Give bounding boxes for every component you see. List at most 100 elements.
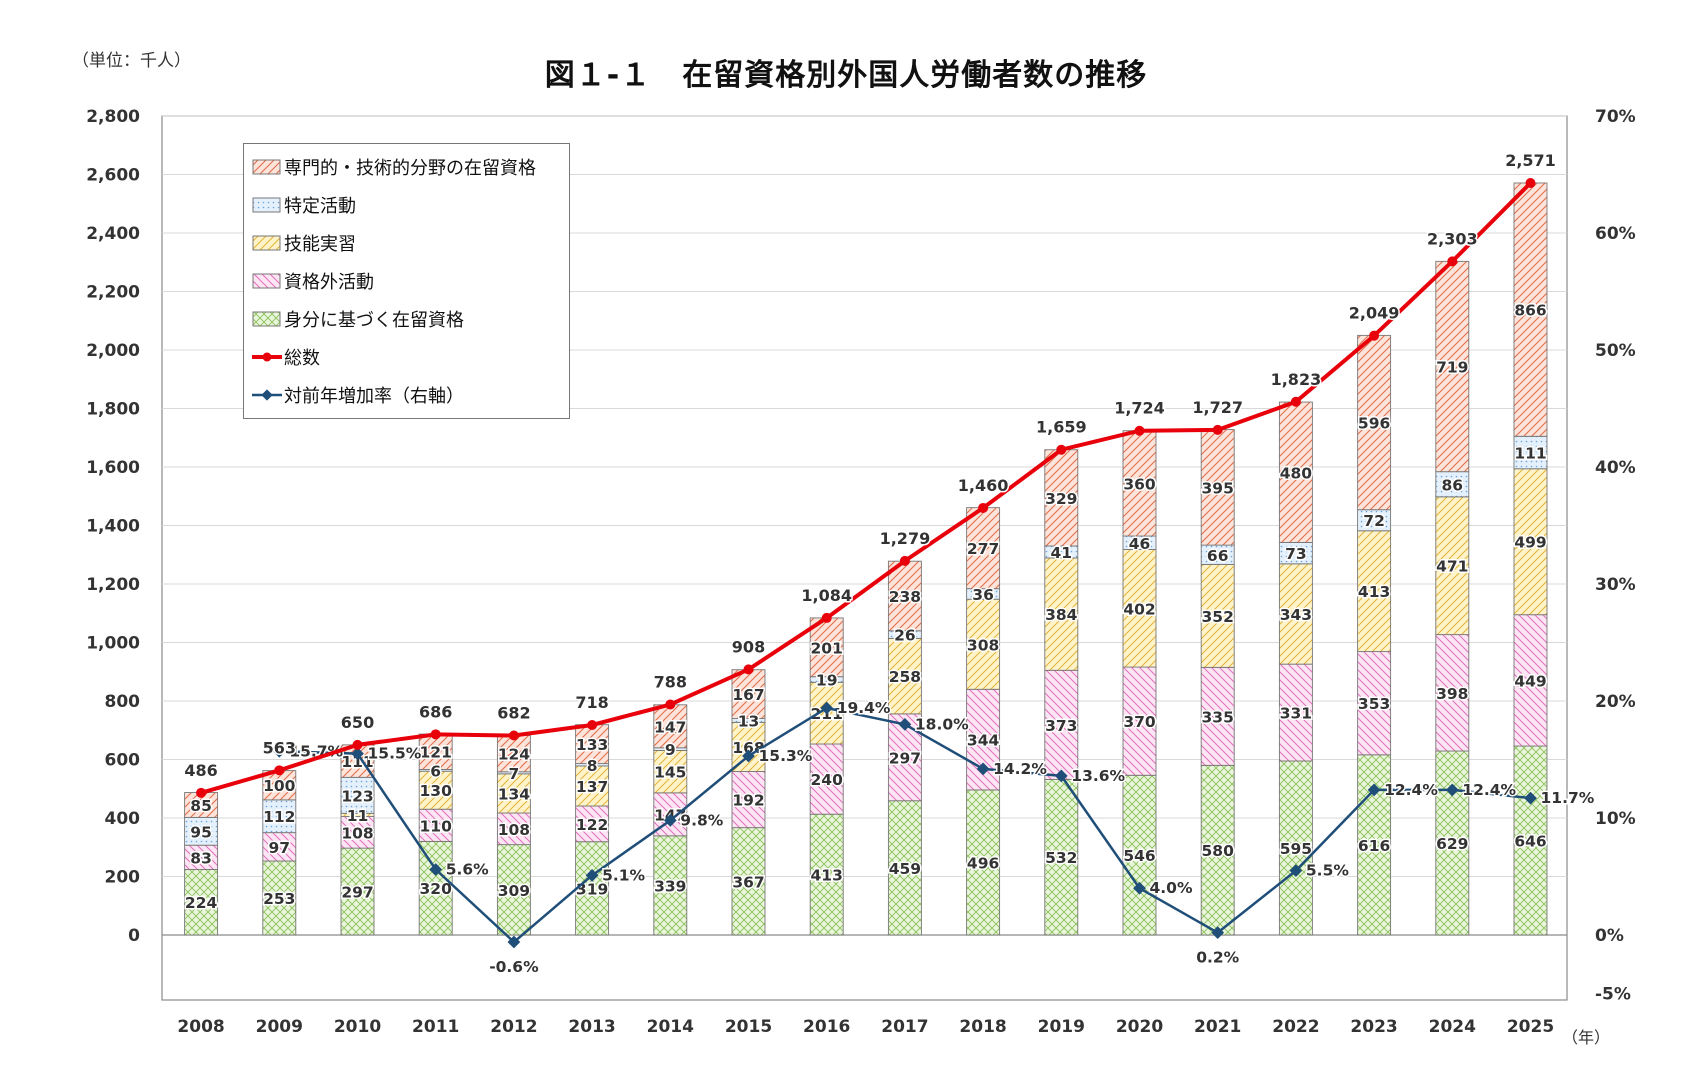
y-left-tick-label: 200 xyxy=(105,868,141,888)
total-marker-2013 xyxy=(587,719,598,730)
y-right-tick-label: -5% xyxy=(1595,985,1631,1005)
data-label-professional-2024: 719 xyxy=(1436,359,1468,377)
data-label-professional-2020: 360 xyxy=(1123,475,1156,493)
y-left-tick-label: 2,600 xyxy=(86,166,140,186)
total-label-2015: 908 xyxy=(732,637,765,656)
data-label-trainee-2024: 471 xyxy=(1436,558,1468,576)
legend-label-total: 総数 xyxy=(284,348,320,369)
growth-label-2025: 11.7% xyxy=(1541,789,1595,807)
data-label-other_activity-2024: 398 xyxy=(1436,685,1468,703)
total-marker-2025 xyxy=(1525,177,1536,188)
data-label-trainee-2017: 258 xyxy=(889,668,921,686)
legend-swatch-status xyxy=(252,311,281,327)
data-label-designated-2021: 66 xyxy=(1207,547,1229,565)
data-label-professional-2015: 167 xyxy=(732,686,764,704)
bar-status-2021 xyxy=(1200,764,1235,936)
bar-status-2017 xyxy=(887,800,922,936)
x-tick-label: 2013 xyxy=(568,1017,615,1037)
x-tick-label: 2010 xyxy=(334,1017,381,1037)
x-tick-label: 2021 xyxy=(1194,1017,1241,1037)
y-right-tick-label: 60% xyxy=(1595,224,1636,244)
bar-other_activity-2022 xyxy=(1278,663,1313,762)
total-label-2008: 486 xyxy=(184,761,217,780)
growth-label-2012: -0.6% xyxy=(489,958,539,976)
x-tick-label: 2022 xyxy=(1272,1017,1319,1037)
bar-status-2008 xyxy=(184,869,219,936)
bar-other_activity-2021 xyxy=(1200,666,1235,766)
total-marker-2016 xyxy=(821,612,832,623)
legend-item-professional: 専門的・技術的分野の在留資格 xyxy=(252,154,536,180)
data-label-other_activity-2018: 344 xyxy=(967,732,1000,750)
legend-item-status: 身分に基づく在留資格 xyxy=(252,306,464,332)
data-label-status-2018: 496 xyxy=(967,854,999,872)
y-left-tick-label: 2,000 xyxy=(86,341,140,361)
x-tick-label: 2024 xyxy=(1429,1017,1476,1037)
bar-status-2015 xyxy=(731,827,766,936)
x-tick-label: 2016 xyxy=(803,1017,850,1037)
total-label-2011: 686 xyxy=(419,702,452,721)
bar-status-2009 xyxy=(262,860,297,936)
legend-label-professional: 専門的・技術的分野の在留資格 xyxy=(284,158,536,179)
y-left-tick-label: 1,200 xyxy=(86,575,140,595)
total-label-2010: 650 xyxy=(341,713,374,732)
data-label-status-2022: 595 xyxy=(1280,840,1312,858)
total-label-2022: 1,823 xyxy=(1271,370,1322,389)
x-tick-label: 2011 xyxy=(412,1017,459,1037)
bar-trainee-2014 xyxy=(653,749,688,794)
growth-label-2023: 12.4% xyxy=(1384,781,1438,799)
data-label-trainee-2023: 413 xyxy=(1358,583,1390,601)
y-left-tick-label: 2,200 xyxy=(86,283,140,303)
bar-professional-2018 xyxy=(966,507,1001,590)
data-label-other_activity-2017: 297 xyxy=(889,749,921,767)
x-tick-label: 2019 xyxy=(1038,1017,1085,1037)
data-label-other_activity-2023: 353 xyxy=(1358,695,1390,713)
data-label-status-2020: 546 xyxy=(1123,847,1155,865)
data-label-designated-2010: 123 xyxy=(341,787,373,805)
total-label-2023: 2,049 xyxy=(1349,304,1400,323)
bar-other_activity-2024 xyxy=(1435,634,1470,752)
data-label-status-2008: 224 xyxy=(185,894,218,912)
x-tick-label: 2018 xyxy=(959,1017,1006,1037)
data-label-trainee-2019: 384 xyxy=(1045,606,1078,624)
bar-trainee-2024 xyxy=(1435,496,1470,636)
legend-item-trainee: 技能実習 xyxy=(252,230,356,256)
data-label-designated-2012: 7 xyxy=(509,765,520,783)
total-label-2016: 1,084 xyxy=(801,586,852,605)
x-tick-label: 2025 xyxy=(1507,1017,1554,1037)
data-label-designated-2013: 8 xyxy=(587,757,598,775)
growth-label-2020: 4.0% xyxy=(1150,879,1193,897)
x-tick-label: 2009 xyxy=(256,1017,303,1037)
total-label-2020: 1,724 xyxy=(1114,399,1165,418)
data-label-professional-2014: 147 xyxy=(654,718,686,736)
data-label-status-2010: 297 xyxy=(341,884,373,902)
bar-other_activity-2019 xyxy=(1044,669,1079,780)
data-label-trainee-2018: 308 xyxy=(967,636,999,654)
bar-other_activity-2020 xyxy=(1122,666,1157,776)
data-label-status-2012: 309 xyxy=(498,882,530,900)
bar-trainee-2018 xyxy=(966,598,1001,690)
data-label-designated-2020: 46 xyxy=(1129,535,1151,553)
growth-label-2022: 5.5% xyxy=(1306,862,1349,880)
y-left-tick-label: 400 xyxy=(105,809,141,829)
total-marker-2023 xyxy=(1369,330,1380,341)
legend-label-trainee: 技能実習 xyxy=(284,234,356,255)
bar-professional-2015 xyxy=(731,669,766,720)
bar-trainee-2022 xyxy=(1278,563,1313,665)
data-label-designated-2014: 9 xyxy=(665,741,676,759)
data-label-designated-2015: 13 xyxy=(738,712,760,730)
data-label-professional-2019: 329 xyxy=(1045,490,1077,508)
x-axis-unit: （年） xyxy=(1562,1028,1611,1047)
legend-item-growth: 対前年増加率（右軸） xyxy=(252,382,464,408)
y-left-tick-label: 1,600 xyxy=(86,458,140,478)
total-label-2018: 1,460 xyxy=(958,476,1009,495)
data-label-designated-2009: 112 xyxy=(263,808,295,826)
legend-swatch-designated xyxy=(252,197,281,213)
total-marker-2021 xyxy=(1212,424,1223,435)
y-right-tick-label: 50% xyxy=(1595,341,1636,361)
legend-label-other-activity: 資格外活動 xyxy=(284,272,374,293)
total-label-2017: 1,279 xyxy=(880,529,931,548)
total-label-2014: 788 xyxy=(654,673,687,692)
growth-label-2018: 14.2% xyxy=(993,760,1047,778)
data-label-status-2009: 253 xyxy=(263,890,295,908)
bar-professional-2025 xyxy=(1513,182,1548,437)
